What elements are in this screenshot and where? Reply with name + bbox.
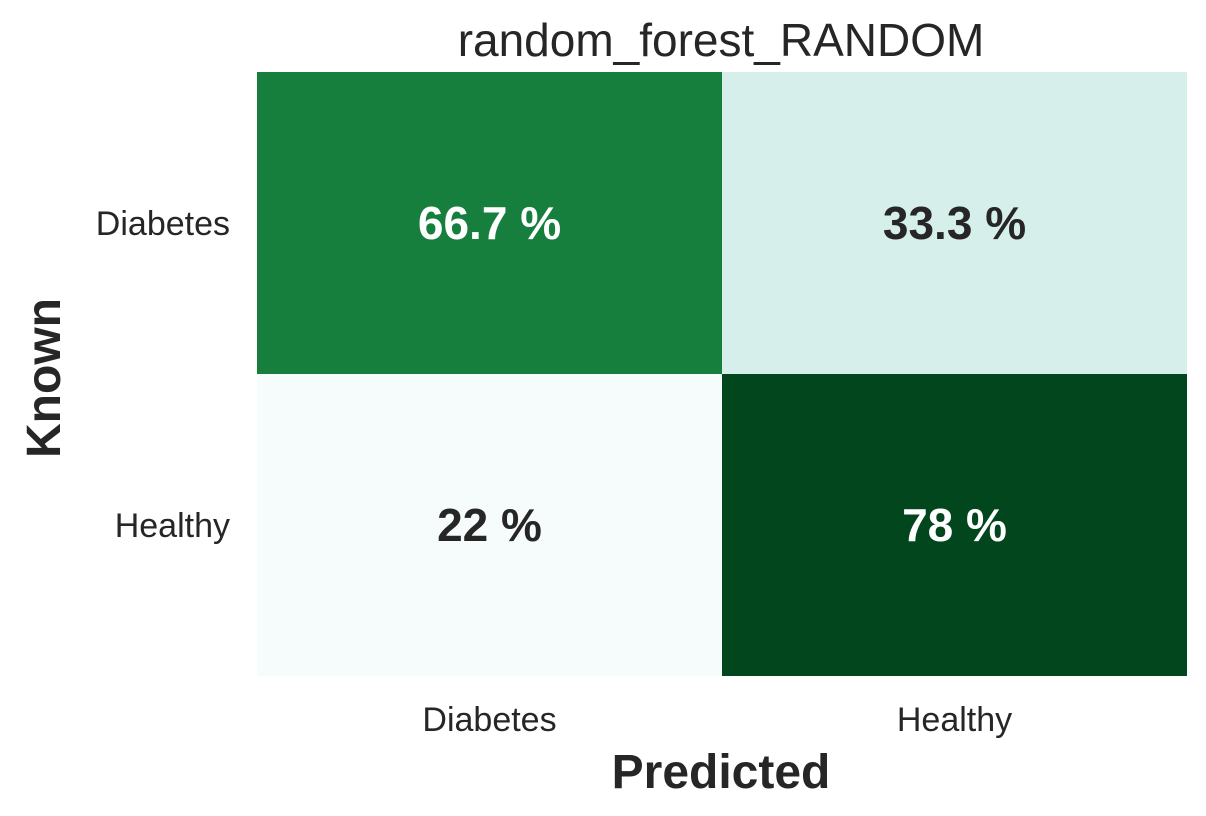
cell-value-label: 22 % [437, 499, 542, 551]
heatmap-cell [257, 374, 722, 676]
x-axis-label: Predicted [612, 746, 831, 799]
y-axis-label: Known [18, 298, 71, 458]
heatmap-cell [722, 72, 1187, 374]
cell-value-label: 78 % [902, 499, 1007, 551]
y-tick-labels: Diabetes Healthy [96, 205, 230, 545]
x-tick-labels: Diabetes Healthy [422, 701, 1012, 739]
cell-value-label: 66.7 % [418, 197, 561, 249]
chart-title: random_forest_RANDOM [458, 14, 985, 66]
heatmap-cell [722, 374, 1187, 676]
cell-value-label: 33.3 % [883, 197, 1026, 249]
x-tick-label: Diabetes [422, 701, 556, 739]
x-tick-label: Healthy [897, 701, 1012, 739]
y-tick-label: Healthy [115, 507, 230, 545]
heatmap-cell [257, 72, 722, 374]
y-tick-label: Diabetes [96, 205, 230, 243]
heatmap-cells: 66.7 % 33.3 % 22 % 78 % [257, 72, 1187, 676]
